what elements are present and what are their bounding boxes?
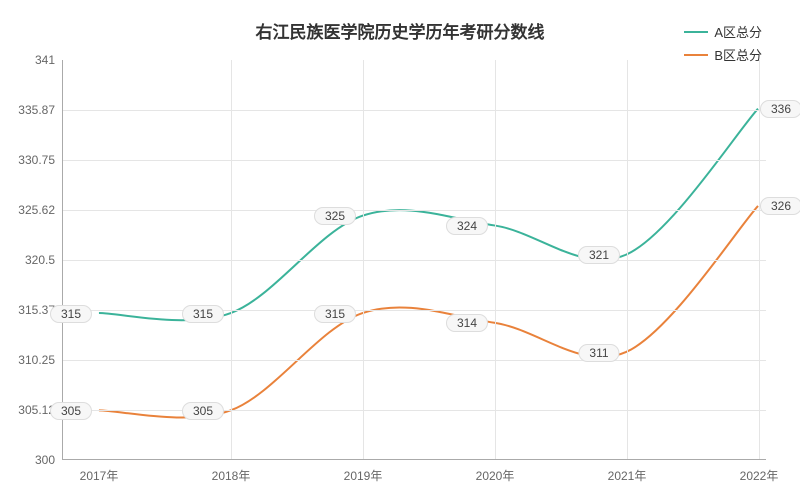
data-label: 305	[182, 402, 224, 420]
legend-item-a[interactable]: A区总分	[684, 22, 762, 41]
grid-line-v	[627, 60, 628, 459]
y-axis-label: 325.62	[18, 203, 55, 217]
grid-line-v	[363, 60, 364, 459]
data-label: 305	[50, 402, 92, 420]
y-axis-label: 300	[35, 453, 55, 467]
legend-swatch-b	[684, 54, 708, 56]
x-axis-label: 2017年	[80, 467, 119, 484]
plot-area: 300305.12310.25315.37320.5325.62330.7533…	[62, 60, 766, 460]
y-axis-label: 310.25	[18, 353, 55, 367]
grid-line-h	[63, 360, 766, 361]
chart-title: 右江民族医学院历史学历年考研分数线	[256, 18, 545, 43]
grid-line-h	[63, 160, 766, 161]
x-axis-label: 2021年	[608, 467, 647, 484]
grid-line-h	[63, 110, 766, 111]
data-label: 315	[182, 305, 224, 323]
legend-swatch-a	[684, 31, 708, 33]
series-line-0	[99, 109, 758, 321]
x-axis-label: 2022年	[740, 467, 779, 484]
grid-line-v	[759, 60, 760, 459]
data-label: 326	[760, 197, 800, 215]
grid-line-v	[495, 60, 496, 459]
data-label: 315	[50, 305, 92, 323]
data-label: 336	[760, 100, 800, 118]
grid-line-h	[63, 410, 766, 411]
chart-container: 右江民族医学院历史学历年考研分数线 A区总分 B区总分 300305.12310…	[0, 0, 800, 500]
data-label: 314	[446, 314, 488, 332]
y-axis-label: 341	[35, 53, 55, 67]
y-axis-label: 320.5	[25, 253, 55, 267]
data-label: 315	[314, 305, 356, 323]
data-label: 324	[446, 217, 488, 235]
data-label: 325	[314, 207, 356, 225]
y-axis-label: 335.87	[18, 103, 55, 117]
x-axis-label: 2018年	[212, 467, 251, 484]
grid-line-h	[63, 260, 766, 261]
x-axis-label: 2020年	[476, 467, 515, 484]
grid-line-v	[231, 60, 232, 459]
y-axis-label: 330.75	[18, 153, 55, 167]
grid-line-h	[63, 310, 766, 311]
data-label: 321	[578, 246, 620, 264]
data-label: 311	[578, 344, 619, 362]
grid-line-h	[63, 210, 766, 211]
legend-label-a: A区总分	[714, 22, 762, 41]
x-axis-label: 2019年	[344, 467, 383, 484]
